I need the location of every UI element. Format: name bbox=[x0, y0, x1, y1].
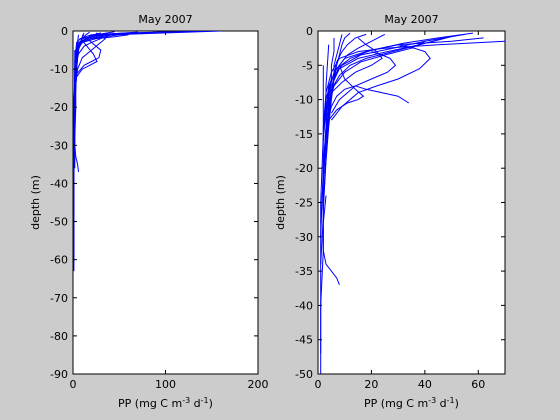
right-y-tick-label: -15 bbox=[295, 128, 313, 141]
left-y-tick-label: -20 bbox=[50, 101, 68, 114]
right-profile-line-8 bbox=[330, 51, 397, 114]
right-y-tick-label: -50 bbox=[295, 368, 313, 381]
right-y-tick-label: -20 bbox=[295, 162, 313, 175]
right-x-axis-label: PP (mg C m-3 d-1) bbox=[364, 396, 459, 411]
right-x-tick-label: 20 bbox=[364, 378, 378, 391]
left-x-tick-label: 200 bbox=[248, 378, 269, 391]
right-profile-line-11 bbox=[322, 33, 367, 203]
right-y-tick-label: -5 bbox=[302, 59, 313, 72]
right-chart-title: May 2007 bbox=[384, 13, 438, 26]
left-y-tick-label: -70 bbox=[50, 292, 68, 305]
left-y-tick-label: 0 bbox=[61, 25, 68, 38]
right-chart-panel: 0 20 40 60-50-45-40-35-30-25-20-15-10-50May… bbox=[274, 13, 506, 411]
right-profile-line-7 bbox=[328, 65, 365, 121]
right-y-tick-label: -35 bbox=[295, 265, 313, 278]
right-profile-line-17 bbox=[320, 44, 330, 354]
left-chart-title: May 2007 bbox=[138, 13, 192, 26]
right-x-tick-label: 40 bbox=[418, 378, 432, 391]
right-y-tick-label: -40 bbox=[295, 299, 313, 312]
left-y-tick-label: -40 bbox=[50, 177, 68, 190]
left-chart-panel: 0 100 200 -90 -80 -70 -60 -50 -40 -30 -20 -10 0 May 2… bbox=[29, 13, 269, 410]
left-y-tick-label: -30 bbox=[50, 139, 68, 152]
left-y-tick-label: -80 bbox=[50, 330, 68, 343]
left-x-tick-label: 100 bbox=[155, 378, 176, 391]
left-plot-area bbox=[72, 30, 259, 375]
right-x-tick-label: 0 bbox=[315, 378, 322, 391]
left-y-tick-label: -90 bbox=[50, 368, 68, 381]
right-profile-line-19 bbox=[325, 37, 383, 114]
left-x-tick-label: 0 bbox=[70, 378, 77, 391]
left-y-tick-label: -60 bbox=[50, 254, 68, 267]
right-profile-line-20 bbox=[325, 36, 452, 114]
left-profile-lines bbox=[73, 31, 222, 272]
right-y-tick-label: -30 bbox=[295, 231, 313, 244]
left-y-axis-label: depth (m) bbox=[29, 175, 42, 230]
right-profile-line-3 bbox=[322, 33, 465, 134]
right-profile-line-18 bbox=[325, 32, 473, 114]
right-plot-area bbox=[317, 30, 506, 375]
left-profile-line-16 bbox=[75, 31, 90, 89]
left-profile-line-8 bbox=[77, 34, 102, 74]
right-y-tick-label: -45 bbox=[295, 334, 313, 347]
left-y-tick-label: -10 bbox=[50, 63, 68, 76]
left-profile-line-9 bbox=[76, 38, 98, 77]
right-y-axis-label: depth (m) bbox=[274, 175, 287, 230]
left-y-tick-label: -50 bbox=[50, 216, 68, 229]
left-x-axis-label: PP (mg C m-3 d-1) bbox=[118, 396, 213, 411]
right-y-tick-label: -25 bbox=[295, 197, 313, 210]
right-y-tick-label: 0 bbox=[306, 25, 313, 38]
left-profile-line-18 bbox=[74, 31, 138, 73]
right-profile-line-16 bbox=[320, 65, 324, 374]
right-profile-lines bbox=[320, 32, 505, 374]
right-y-tick-label: -10 bbox=[295, 94, 313, 107]
right-profile-line-9 bbox=[331, 44, 431, 121]
right-x-tick-label: 60 bbox=[471, 378, 485, 391]
